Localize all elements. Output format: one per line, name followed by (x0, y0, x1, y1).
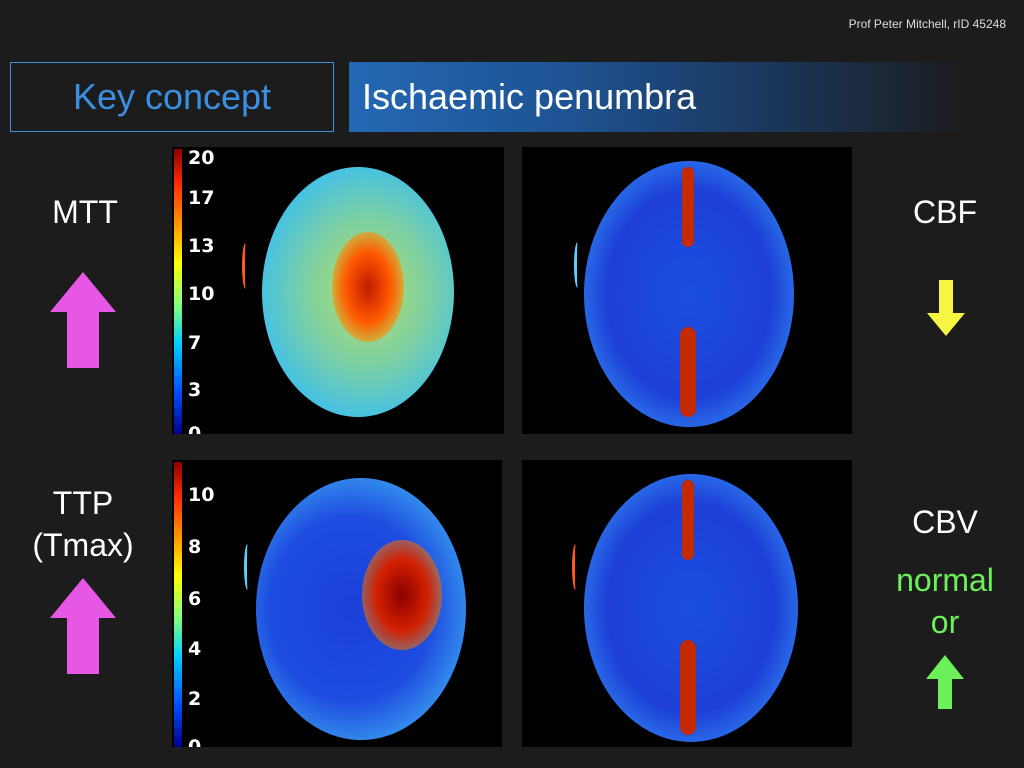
ttp-perfusion-map: 10 8 6 4 2 0 (172, 460, 502, 747)
normal-or-text: normal or (880, 560, 1010, 643)
cbv-posterior-vessel (680, 640, 696, 735)
ttp-label-line2: (Tmax) (32, 526, 134, 563)
or-text: or (930, 603, 960, 640)
mtt-scale-label: 0 (188, 423, 202, 434)
ttp-scale-label: 8 (188, 536, 202, 558)
cbv-up-arrow-icon (926, 655, 964, 709)
ttp-label-line1: TTP (52, 485, 114, 521)
cbf-marker (574, 242, 581, 288)
ttp-color-scale-bar (174, 462, 182, 747)
slide-title: Ischaemic penumbra (349, 62, 969, 132)
author-credit: Prof Peter Mitchell, rID 45248 (848, 17, 1006, 31)
ttp-scale-label: 2 (188, 688, 202, 710)
mtt-scale-label: 20 (188, 147, 215, 169)
ttp-scale-label: 4 (188, 638, 202, 660)
mtt-label: MTT (52, 194, 118, 230)
cbv-label: CBV (912, 504, 978, 540)
mtt-color-scale-bar (174, 149, 182, 434)
cbv-perfusion-map (522, 460, 852, 747)
ttp-scale-label: 6 (188, 588, 202, 610)
cbv-midline-vessel (682, 480, 694, 560)
mtt-scale-label: 3 (188, 379, 202, 401)
mtt-lesion (332, 232, 404, 342)
mtt-scale-label: 7 (188, 332, 202, 354)
ttp-label: TTP (Tmax) (28, 483, 138, 566)
mtt-marker (242, 243, 249, 289)
ttp-up-arrow-icon (50, 578, 116, 674)
mtt-scale-label: 13 (188, 235, 215, 257)
mtt-perfusion-map: 20 17 13 10 7 3 0 (172, 147, 504, 434)
ttp-scale-label: 0 (188, 736, 202, 747)
cbv-marker (572, 544, 579, 590)
cbf-posterior-vessel (680, 327, 696, 417)
cbf-perfusion-map (522, 147, 852, 434)
key-concept-box: Key concept (10, 62, 334, 132)
mtt-scale-label: 17 (188, 187, 215, 209)
cbf-midline-vessel (682, 167, 694, 247)
cbf-down-arrow-icon (927, 280, 965, 336)
mtt-up-arrow-icon (50, 272, 116, 368)
normal-text: normal (896, 562, 994, 598)
ttp-lesion (362, 540, 442, 650)
ttp-marker (244, 544, 251, 590)
mtt-scale-label: 10 (188, 283, 215, 305)
ttp-scale-label: 10 (188, 484, 215, 506)
cbf-label: CBF (913, 194, 977, 230)
